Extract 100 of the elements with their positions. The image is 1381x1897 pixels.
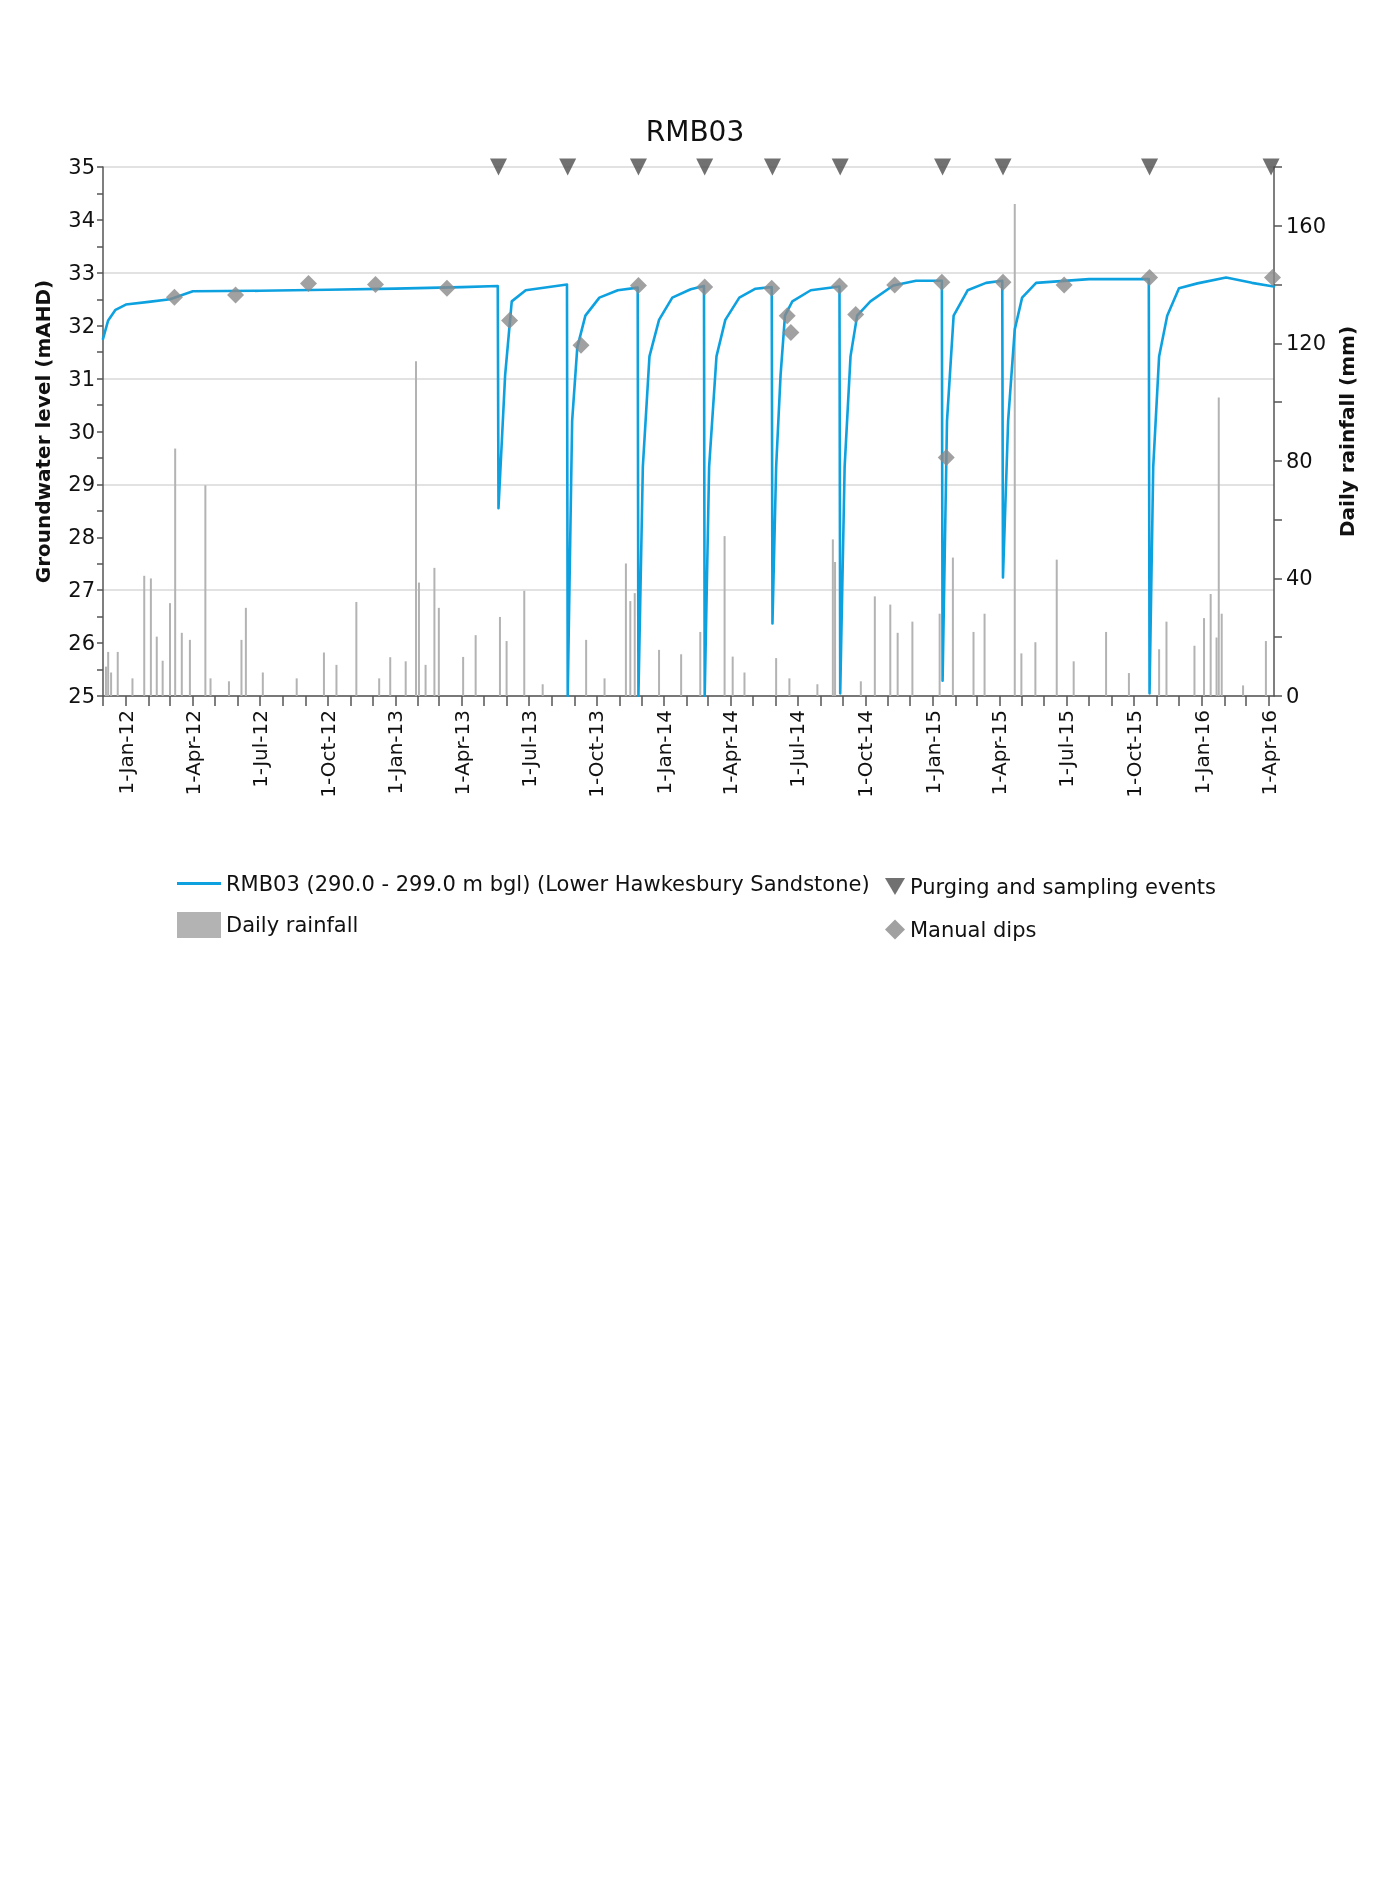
x-tick-label: 1-Jan-16 <box>1189 710 1214 795</box>
bar <box>131 678 134 696</box>
y-axis-title: Groundwater level (mAHD) <box>31 279 55 584</box>
bar <box>378 678 381 696</box>
bar <box>951 557 954 696</box>
legend-label: Manual dips <box>910 917 1037 942</box>
bar <box>433 567 436 696</box>
y-tick-label: 28 <box>68 525 95 550</box>
point <box>763 279 781 297</box>
x-tick-label: 1-Jan-12 <box>113 710 138 795</box>
bar <box>788 678 791 696</box>
bar <box>161 660 164 696</box>
x-tick-label: 1-Jul-13 <box>516 710 541 788</box>
bar <box>743 672 746 696</box>
bar <box>355 601 358 696</box>
point <box>629 277 647 294</box>
point <box>696 278 714 296</box>
x-tick-label: 1-Jul-15 <box>1054 710 1079 788</box>
point <box>782 324 800 342</box>
bar <box>775 658 778 696</box>
y-tick-label: 31 <box>68 366 95 391</box>
bar <box>295 678 298 696</box>
bar <box>209 678 212 696</box>
bar <box>174 448 177 696</box>
x-tick-label: 1-Jan-15 <box>921 710 946 795</box>
point <box>572 336 590 354</box>
bar <box>244 607 247 696</box>
bar <box>873 596 876 696</box>
x-tick-label: 1-Jul-14 <box>785 710 810 788</box>
point <box>934 158 952 176</box>
point <box>1141 158 1159 176</box>
bar <box>169 603 172 696</box>
bar <box>1158 649 1161 696</box>
point <box>1141 269 1159 287</box>
y-tick-label: 34 <box>68 207 95 232</box>
point <box>1264 269 1282 287</box>
bar <box>1013 204 1016 696</box>
bar <box>1165 621 1168 696</box>
bar <box>389 657 392 696</box>
bar <box>1264 641 1267 696</box>
point <box>1262 158 1280 176</box>
bar <box>1055 559 1058 696</box>
bar <box>240 639 243 696</box>
bar <box>699 631 702 696</box>
x-tick-label: 1-Apr-14 <box>718 710 743 796</box>
point <box>489 158 507 176</box>
legend-label: RMB03 (290.0 - 299.0 m bgl) (Lower Hawkesbury Sandstone) <box>226 871 870 896</box>
y2-tick-label: 160 <box>1286 213 1327 238</box>
bar <box>633 593 636 696</box>
bar <box>859 681 862 696</box>
bar <box>1127 673 1130 696</box>
x-tick-label: 1-Apr-12 <box>180 710 205 796</box>
legend-label: Purging and sampling events <box>910 874 1216 899</box>
point <box>847 306 865 324</box>
bar <box>585 639 588 696</box>
point <box>763 158 781 176</box>
y-tick-label: 32 <box>68 313 95 338</box>
bar <box>149 578 152 696</box>
point <box>299 274 317 292</box>
y2-tick-label: 120 <box>1286 331 1327 356</box>
x-tick-label: 1-Jul-12 <box>247 710 272 788</box>
x-tick-label: 1-Apr-16 <box>1256 710 1281 796</box>
y2-tick-label: 0 <box>1286 684 1300 708</box>
point <box>367 275 384 293</box>
x-tick-label: 1-Jan-14 <box>652 710 677 795</box>
point <box>438 279 456 297</box>
point <box>559 158 577 176</box>
point <box>1055 276 1073 294</box>
bar <box>227 681 230 696</box>
bar <box>972 631 975 696</box>
bar <box>603 678 606 696</box>
bar <box>983 613 986 696</box>
bar <box>143 575 146 696</box>
point <box>227 286 245 304</box>
bar <box>816 684 819 696</box>
chart-title: RMB03 <box>645 114 745 148</box>
bar <box>658 649 661 696</box>
y2-axis-title: Daily rainfall (mm) <box>1334 325 1359 538</box>
bar <box>1020 653 1023 696</box>
y-tick-label: 29 <box>68 472 95 497</box>
y-tick-label: 27 <box>68 578 95 603</box>
y-tick-label: 33 <box>68 260 95 285</box>
x-tick-label: 1-Apr-13 <box>449 710 474 796</box>
bar <box>1072 661 1075 696</box>
point <box>501 311 519 329</box>
bar <box>1193 645 1196 696</box>
point <box>886 276 904 294</box>
point <box>831 158 849 176</box>
bar <box>505 641 508 696</box>
point <box>778 307 796 325</box>
bar <box>723 536 726 696</box>
bar <box>116 651 119 696</box>
bar <box>1209 594 1212 696</box>
bar <box>629 601 632 696</box>
x-tick-label: 1-Oct-15 <box>1122 710 1147 798</box>
x-tick-label: 1-Oct-14 <box>853 710 878 798</box>
point <box>994 273 1012 291</box>
point <box>629 158 647 176</box>
bar <box>1242 685 1245 696</box>
bar <box>404 661 407 696</box>
